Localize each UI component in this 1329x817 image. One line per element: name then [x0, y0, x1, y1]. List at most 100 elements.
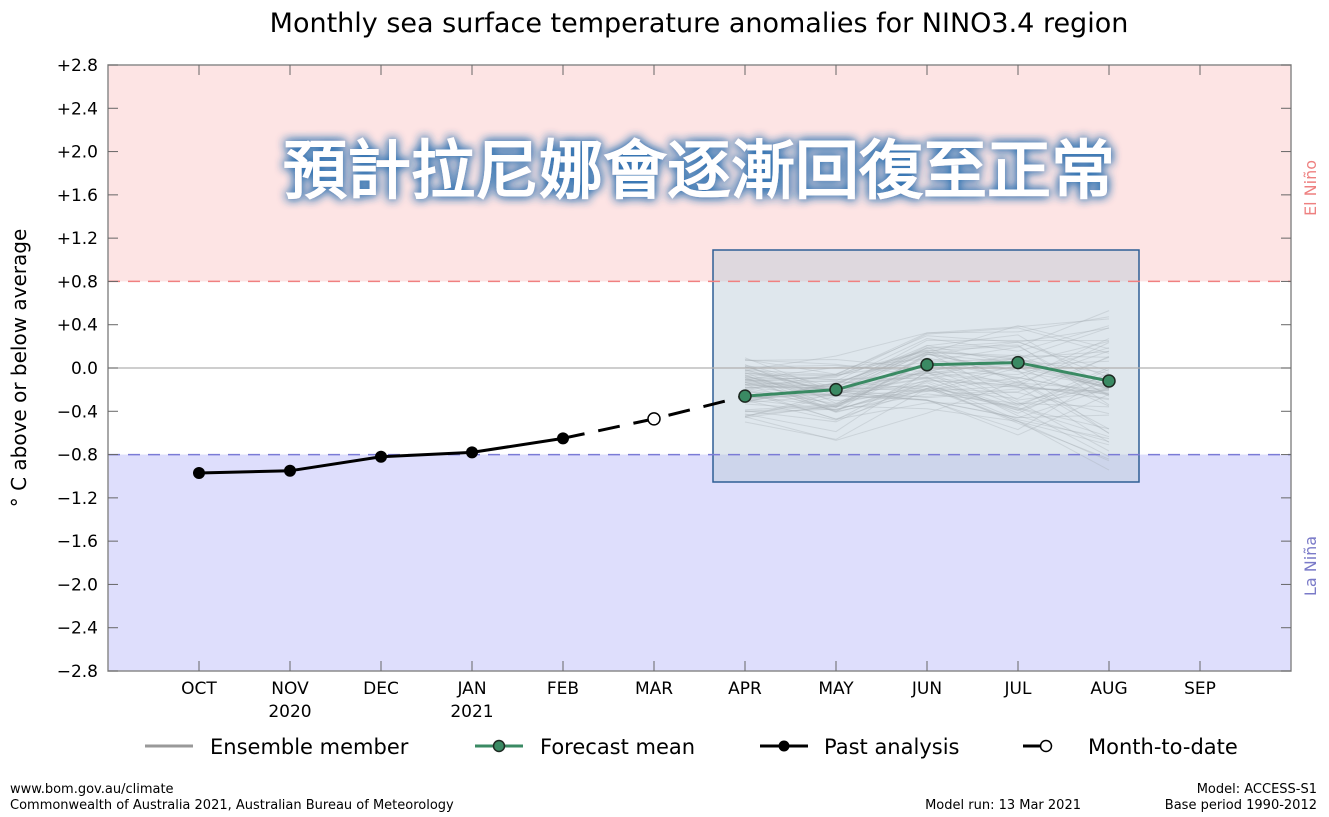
ensemble-member-line	[744, 366, 1110, 419]
y-axis-label: ° C above or below average	[7, 229, 31, 508]
x-tick-label: SEP	[1184, 679, 1216, 699]
ensemble-member-line	[744, 405, 1110, 446]
footer-copyright: Commonwealth of Australia 2021, Australi…	[10, 798, 454, 813]
overlay-headline: 預計拉尼娜會逐漸回復至正常	[283, 135, 1115, 209]
ensemble-member-line	[744, 350, 1110, 384]
y-tick-label: +2.0	[57, 143, 98, 163]
ensemble-member-line	[744, 374, 1110, 420]
x-tick-label: NOV	[271, 679, 309, 699]
ensemble-member-line	[744, 377, 1110, 458]
y-tick-label: +2.8	[57, 56, 98, 76]
legend-mtd-marker	[1039, 739, 1053, 753]
forecast-mean-point	[920, 358, 934, 372]
la-nina-band	[108, 454, 1291, 671]
el-nino-label: El Niño	[1301, 160, 1320, 216]
ensemble-member-line	[744, 344, 1110, 406]
ensemble-member-line	[744, 387, 1110, 420]
footer-model: Model: ACCESS-S1	[1197, 782, 1317, 797]
la-nina-label: La Niña	[1301, 536, 1320, 596]
x-tick-label: FEB	[547, 679, 579, 699]
legend-forecast-marker	[492, 739, 506, 753]
ensemble-member-line	[744, 351, 1110, 389]
ensemble-member-line	[744, 372, 1110, 401]
ensemble-member-line	[744, 347, 1110, 402]
ensemble-member-line	[744, 350, 1110, 430]
ensemble-members	[744, 310, 1110, 471]
ensemble-member-line	[744, 334, 1110, 393]
legend-forecast-label: Forecast mean	[540, 735, 695, 759]
forecast-mean-point	[1102, 374, 1116, 388]
ensemble-member-line	[744, 384, 1110, 413]
ensemble-member-line	[744, 369, 1110, 460]
ensemble-member-line	[744, 340, 1110, 403]
ensemble-member-line	[744, 340, 1110, 389]
forecast-mean-point	[738, 389, 752, 403]
ensemble-member-line	[744, 335, 1110, 391]
ensemble-member-line	[744, 370, 1110, 431]
ensemble-member-line	[744, 393, 1110, 436]
ensemble-member-line	[744, 385, 1110, 430]
ensemble-member-line	[744, 360, 1110, 440]
y-tick-label: −2.4	[57, 619, 98, 639]
legend-past-marker	[778, 740, 790, 752]
y-tick-label: +0.4	[57, 316, 98, 336]
ensemble-member-line	[744, 367, 1110, 407]
past-analysis-point	[466, 446, 478, 459]
ensemble-member-line	[744, 353, 1110, 435]
x-tick-label: OCT	[181, 679, 217, 699]
ensemble-member-line	[744, 382, 1110, 440]
ensemble-member-line	[744, 380, 1110, 441]
ensemble-member-line	[744, 318, 1110, 376]
y-tick-label: −1.6	[57, 532, 98, 552]
past-analysis-point	[284, 464, 296, 477]
footer-model-run: Model run: 13 Mar 2021	[925, 798, 1081, 813]
month-to-date-point	[647, 412, 661, 426]
ensemble-member-line	[744, 369, 1110, 419]
ensemble-member-line	[744, 380, 1110, 423]
y-tick-label: −0.4	[57, 402, 98, 422]
y-tick-label: +1.6	[57, 186, 98, 206]
ensemble-member-line	[744, 372, 1110, 414]
legend-mtd-label: Month-to-date	[1088, 735, 1238, 759]
ensemble-member-line	[744, 339, 1110, 389]
x-tick-label: JAN	[456, 679, 486, 699]
ensemble-member-line	[744, 338, 1110, 417]
x-tick-label: JUN	[911, 679, 942, 699]
ensemble-member-line	[744, 327, 1110, 380]
ensemble-member-line	[744, 349, 1110, 375]
chart-title: Monthly sea surface temperature anomalie…	[270, 8, 1129, 39]
ensemble-member-line	[744, 351, 1110, 401]
y-tick-label: 0.0	[71, 359, 98, 379]
ensemble-member-line	[744, 345, 1110, 397]
x-tick-label: APR	[728, 679, 762, 699]
ensemble-member-line	[744, 367, 1110, 392]
ensemble-member-line	[744, 385, 1110, 471]
past-analysis-point	[193, 466, 205, 479]
legend-ensemble-label: Ensemble member	[210, 735, 409, 759]
ensemble-member-line	[744, 371, 1110, 443]
past-analysis-point	[375, 450, 387, 463]
ensemble-member-line	[744, 357, 1110, 393]
y-tick-label: −0.8	[57, 446, 98, 466]
x-tick-label: JUL	[1004, 679, 1032, 699]
x-tick-year-label: 2020	[268, 702, 311, 722]
ensemble-member-line	[744, 379, 1110, 438]
legend-past-label: Past analysis	[824, 735, 959, 759]
y-tick-label: +0.8	[57, 272, 98, 292]
y-tick-label: +2.4	[57, 99, 98, 119]
ensemble-member-line	[744, 344, 1110, 403]
ensemble-member-line	[744, 381, 1110, 411]
y-tick-label: −2.0	[57, 575, 98, 595]
ensemble-member-line	[744, 351, 1110, 399]
past-analysis-point	[557, 432, 569, 445]
ensemble-member-line	[744, 356, 1110, 399]
x-tick-label: MAY	[818, 679, 854, 699]
ensemble-member-line	[744, 325, 1110, 391]
forecast-mean-point	[829, 382, 843, 397]
ensemble-member-line	[744, 374, 1110, 412]
x-tick-label: MAR	[635, 679, 673, 699]
x-tick-label: AUG	[1090, 679, 1127, 699]
forecast-mean-point	[1011, 355, 1025, 370]
x-tick-label: DEC	[363, 679, 399, 699]
